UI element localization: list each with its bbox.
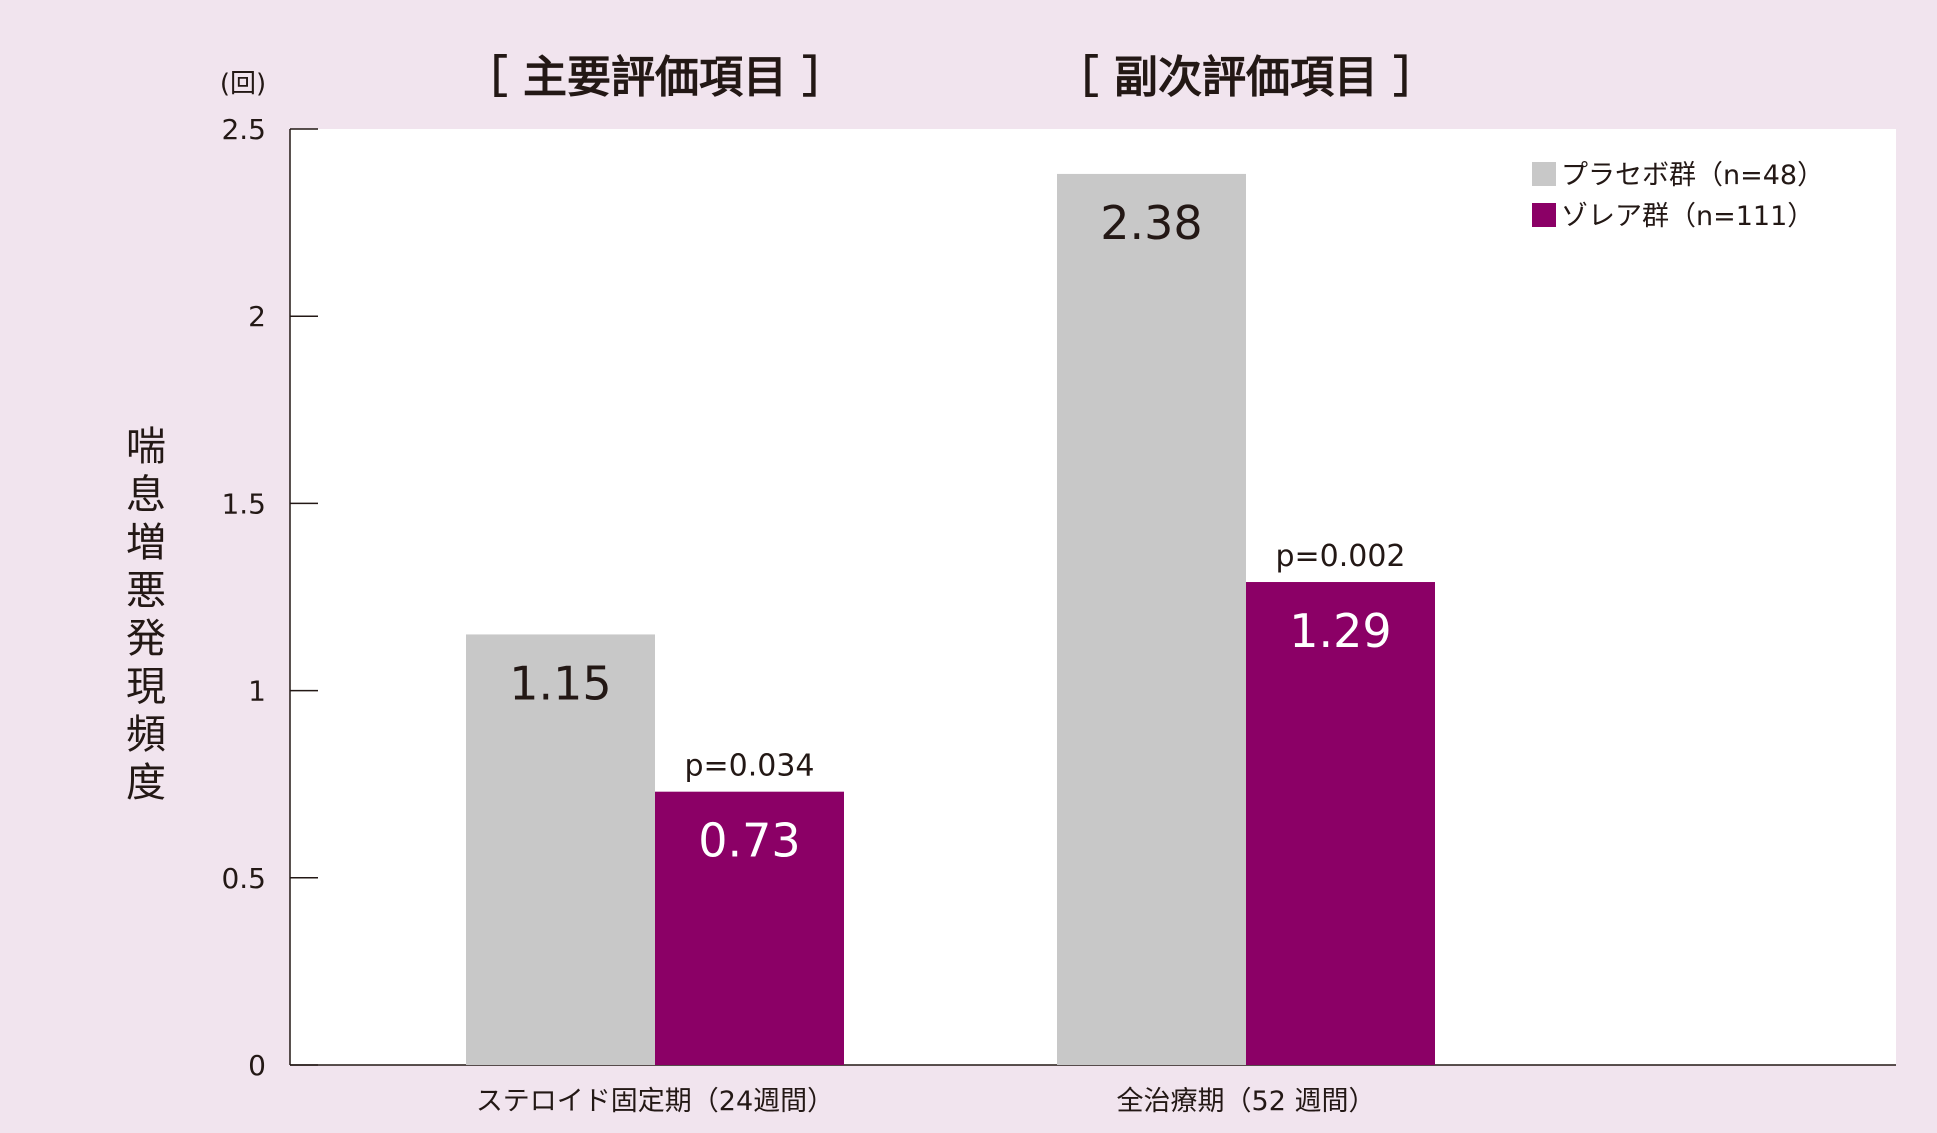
bar-xolair-2 [1246,582,1435,1065]
labels: (回) 喘息増悪発現頻度 1.15 0.73 p=0.034 ステロイド固定期（24週間）… [126,52,1437,1117]
bar-placebo-2 [1057,173,1246,1066]
p-value-label: p=0.034 [684,749,814,784]
x-category-label: ステロイド固定期（24週間） [476,1086,834,1117]
legend: プラセボ群（n=48） ゾレア群（n=111） [1532,160,1824,232]
bars [466,173,1435,1066]
bar-value-label: 2.38 [1100,196,1202,250]
bar-value-label: 0.73 [698,814,800,868]
legend-label: プラセボ群（n=48） [1561,160,1824,191]
y-axis-unit: (回) [220,69,266,99]
legend-label: ゾレア群（n=111） [1561,201,1814,232]
bar-value-label: 1.15 [509,656,611,710]
bar-value-label: 1.29 [1289,604,1391,658]
y-tick-label: 1 [248,675,266,708]
legend-swatch [1532,203,1556,227]
x-category-label: 全治療期（52 週間） [1117,1086,1376,1117]
y-tick-label: 0.5 [221,862,266,895]
y-axis-label: 喘息増悪発現頻度 [126,424,166,806]
bar-xolair-1 [655,791,844,1065]
y-tick-label: 1.5 [221,487,266,520]
legend-swatch [1532,162,1556,186]
section-title: ［ 主要評価項目 ］ [464,52,847,103]
y-tick-label: 0 [248,1049,266,1082]
p-value-label: p=0.002 [1275,539,1405,574]
bar-placebo-1 [466,634,655,1065]
y-tick-label: 2 [248,300,266,333]
y-tick-label: 2.5 [221,113,266,146]
section-title: ［ 副次評価項目 ］ [1055,52,1438,103]
